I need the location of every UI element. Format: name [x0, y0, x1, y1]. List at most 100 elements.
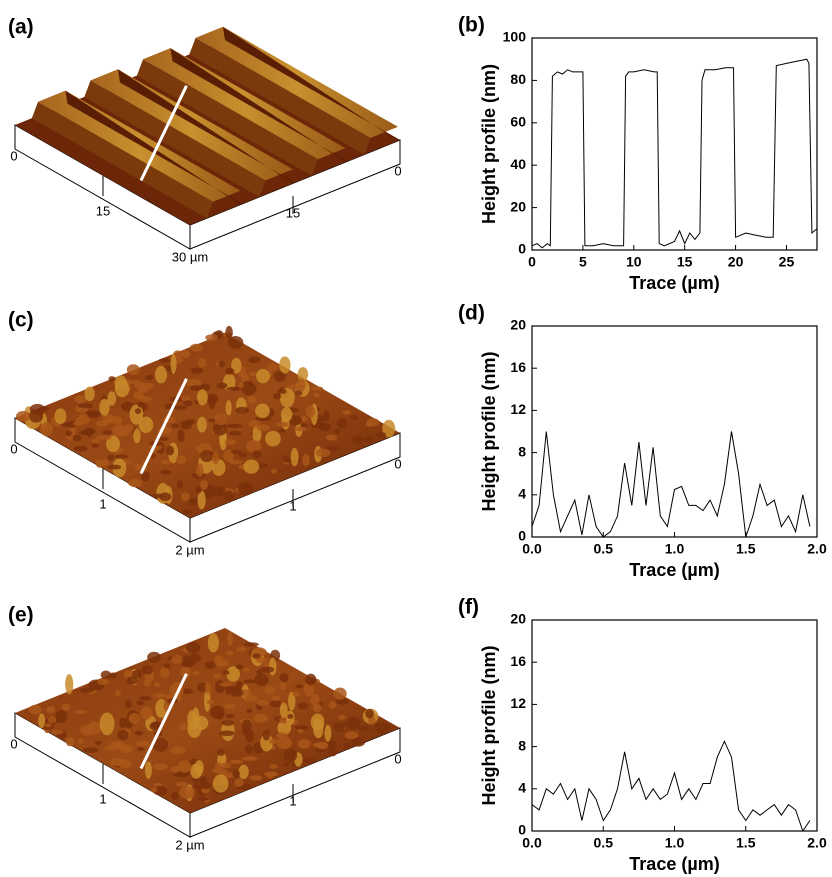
afm-bump	[335, 698, 349, 705]
afm-bump	[196, 389, 208, 406]
afm-bump	[197, 416, 207, 433]
y-tick-label: 8	[518, 737, 526, 753]
afm-bump	[139, 396, 153, 402]
afm-bump	[140, 706, 153, 720]
y-tick-label: 80	[510, 71, 526, 87]
afm-bump	[205, 334, 218, 341]
afm-bump	[160, 469, 172, 475]
afm-bump	[195, 446, 203, 451]
afm-bump	[214, 680, 226, 694]
afm-bump	[161, 459, 172, 465]
afm-bump	[177, 429, 185, 443]
afm-bump	[295, 426, 307, 432]
afm-bump	[243, 459, 260, 474]
afm-bump	[65, 674, 74, 695]
y-tick-label: 12	[510, 401, 526, 417]
afm-bump	[214, 762, 223, 770]
afm-bump	[212, 774, 229, 793]
afm-ridge	[38, 90, 241, 202]
afm-bump	[189, 385, 204, 391]
x-axis-title: Trace (µm)	[629, 273, 719, 293]
afm-bump	[290, 447, 299, 467]
afm-bump	[214, 655, 224, 667]
afm-axis-label: 1	[99, 791, 106, 806]
afm-bump	[242, 380, 254, 388]
x-tick-label: 1.5	[736, 835, 756, 851]
afm-bump	[323, 410, 330, 422]
afm-bump	[101, 458, 109, 466]
x-tick-label: 1.0	[665, 835, 685, 851]
afm-bump	[287, 714, 294, 719]
panel-label: (f)	[458, 596, 479, 619]
afm-bump	[102, 430, 113, 435]
y-tick-label: 0	[518, 241, 526, 257]
afm-bump	[282, 741, 290, 747]
afm-bump	[376, 431, 387, 438]
afm-bump	[144, 374, 154, 381]
afm-bump	[217, 748, 225, 756]
afm-bump	[114, 454, 129, 459]
afm-bump	[245, 439, 262, 453]
afm-bump	[65, 430, 72, 437]
afm-bump	[269, 700, 282, 708]
y-tick-label: 4	[518, 780, 526, 796]
afm-bump	[196, 463, 204, 478]
afm-bump	[228, 459, 243, 465]
afm-bump	[223, 703, 236, 709]
afm-bump	[134, 463, 142, 471]
afm-bump	[180, 688, 194, 695]
x-tick-label: 10	[626, 254, 642, 270]
afm-bump	[225, 325, 233, 339]
afm-bump	[216, 382, 228, 389]
afm-bump	[303, 757, 317, 764]
afm-bump	[190, 778, 204, 783]
afm-bump	[153, 738, 169, 752]
afm-bump	[47, 715, 57, 724]
afm-bump	[179, 723, 189, 731]
afm-bump	[193, 782, 201, 789]
afm-bump	[279, 388, 287, 394]
afm-bump	[305, 673, 317, 686]
afm-axis-label: 0	[394, 751, 401, 766]
afm-bump	[255, 403, 270, 419]
afm-bump	[292, 691, 300, 697]
afm-bump	[204, 661, 216, 669]
afm-bump	[279, 672, 289, 683]
afm-bump	[150, 787, 158, 793]
afm-bump	[265, 430, 281, 447]
afm-bump	[197, 490, 206, 510]
afm-bump	[212, 421, 228, 436]
afm-bump	[223, 449, 234, 462]
afm-bump	[251, 653, 261, 659]
afm-bump	[238, 452, 248, 458]
afm-bump	[97, 678, 109, 686]
afm-bump	[181, 661, 194, 668]
afm-image	[14, 26, 401, 250]
afm-bump	[137, 402, 145, 408]
afm-bump	[257, 700, 269, 706]
afm-axis-label: 0	[394, 456, 401, 471]
afm-bump	[255, 657, 268, 664]
afm-bump	[382, 419, 396, 438]
afm-bump	[166, 445, 175, 456]
afm-bump	[114, 690, 121, 697]
afm-bump	[252, 450, 262, 458]
afm-bump	[245, 744, 253, 754]
afm-bump	[138, 696, 152, 701]
afm-bump	[77, 738, 84, 744]
afm-axis-label: 0	[10, 441, 17, 456]
afm-bump	[294, 725, 309, 730]
afm-bump	[173, 405, 187, 410]
y-tick-label: 20	[510, 317, 526, 333]
afm-ridge	[195, 26, 398, 138]
afm-bump	[171, 791, 179, 801]
afm-bump	[297, 728, 304, 733]
afm-bump	[246, 708, 253, 713]
afm-bump	[204, 689, 211, 712]
afm-bump	[226, 386, 242, 391]
afm-bump	[201, 787, 210, 794]
afm-bump	[177, 760, 191, 773]
afm-bump	[133, 391, 144, 400]
afm-bump	[325, 434, 338, 441]
